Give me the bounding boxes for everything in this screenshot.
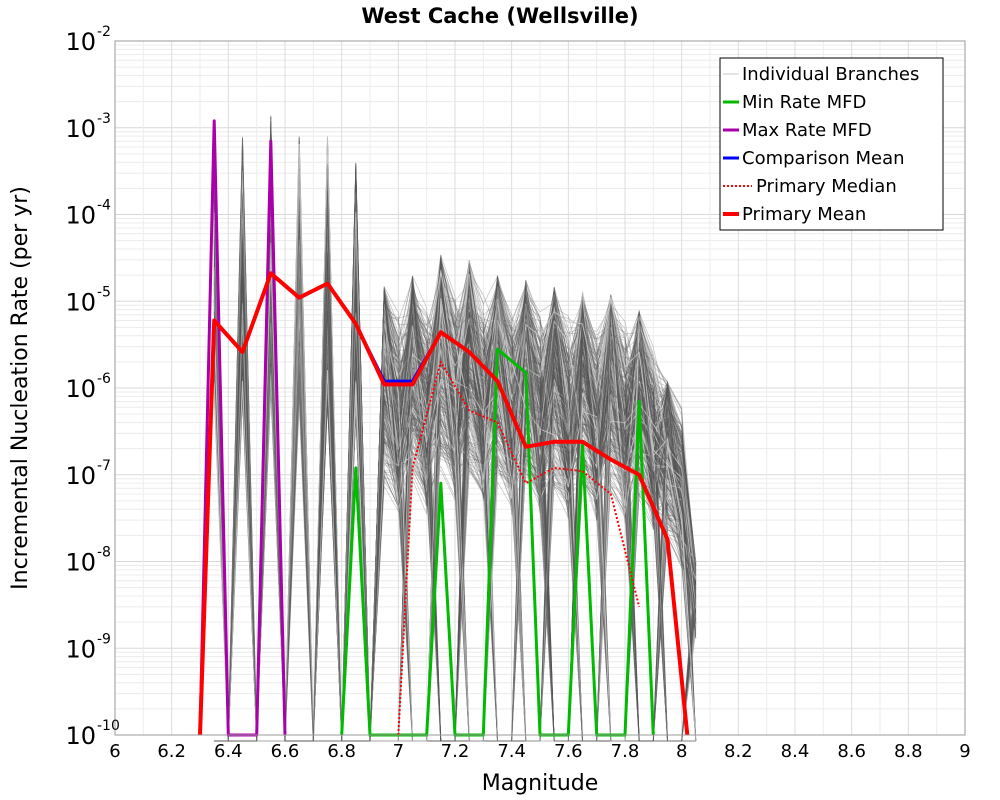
y-tick-base: 10 (65, 722, 96, 750)
series-line-3 (397, 360, 641, 736)
branch-line (213, 121, 697, 742)
y-axis-ticks: 10-210-310-410-510-610-710-810-910-10 (65, 24, 119, 750)
x-tick-label: 8.2 (724, 741, 753, 762)
y-tick-base: 10 (65, 28, 96, 56)
branch-line (213, 200, 697, 742)
x-tick-label: 6.6 (271, 741, 300, 762)
series-line-4 (198, 271, 690, 736)
y-tick-label: 10 -4 (65, 198, 111, 230)
branch-line (213, 164, 697, 742)
x-tick-label: 7.2 (441, 741, 470, 762)
legend-label: Comparison Mean (742, 148, 905, 169)
branch-line (214, 163, 697, 742)
x-tick-label: 7.4 (497, 741, 526, 762)
branch-line (213, 129, 697, 742)
branch-line (213, 253, 697, 742)
y-tick-base: 10 (65, 375, 96, 403)
y-tick-base: 10 (65, 462, 96, 490)
x-tick-label: 6.8 (327, 741, 356, 762)
y-tick-exponent: -8 (97, 545, 111, 561)
x-axis-ticks: 6 6.2 6.4 6.6 6.8 7 7.2 7.4 7.6 7.8 8 8.2 8.4 8.6 8.8 9 (109, 741, 970, 762)
legend-label: Individual Branches (742, 64, 919, 85)
legend-label: Min Rate MFD (742, 92, 866, 113)
y-tick-exponent: -6 (97, 371, 111, 387)
y-tick-label: 10 -6 (65, 371, 111, 403)
branch-line (214, 132, 697, 742)
y-tick-label: 10 -9 (65, 631, 111, 663)
y-tick-exponent: -9 (97, 631, 111, 647)
x-tick-label: 7.6 (554, 741, 583, 762)
x-tick-label: 6 (109, 741, 120, 762)
y-tick-label: 10 -10 (65, 718, 119, 750)
x-axis-label: Magnitude (482, 771, 599, 796)
branch-line (213, 140, 697, 742)
branch-line (213, 155, 697, 742)
legend-label: Max Rate MFD (742, 120, 872, 141)
x-tick-label: 6.2 (157, 741, 186, 762)
y-tick-base: 10 (65, 202, 96, 230)
branch-line (213, 165, 697, 742)
y-tick-label: 10 -5 (65, 284, 111, 316)
x-tick-label: 6.4 (214, 741, 243, 762)
branch-line (214, 162, 697, 742)
branch-line (213, 282, 697, 742)
y-tick-base: 10 (65, 549, 96, 577)
legend-label: Primary Median (756, 176, 897, 197)
individual-branches (213, 115, 697, 742)
legend: Individual Branches Min Rate MFD Max Rate … (719, 57, 944, 231)
y-tick-label: 10 -8 (65, 545, 111, 577)
y-tick-base: 10 (65, 635, 96, 663)
branch-line (213, 132, 697, 742)
y-tick-exponent: -5 (97, 284, 111, 300)
branch-line (214, 138, 697, 742)
y-tick-label: 10 -7 (65, 458, 111, 490)
x-tick-label: 9 (959, 741, 970, 762)
branch-line (213, 171, 697, 742)
y-tick-label: 10 -2 (65, 24, 111, 56)
branch-line (213, 166, 697, 742)
y-tick-exponent: -4 (97, 198, 111, 214)
x-tick-label: 8.6 (837, 741, 866, 762)
legend-box (719, 57, 944, 231)
y-tick-exponent: -10 (97, 718, 120, 734)
x-tick-label: 8 (676, 741, 687, 762)
x-tick-label: 8.8 (894, 741, 923, 762)
branch-line (213, 132, 697, 742)
branch-line (214, 136, 697, 742)
y-tick-exponent: -2 (97, 24, 111, 40)
y-tick-base: 10 (65, 288, 96, 316)
chart-title: West Cache (Wellsville) (361, 4, 638, 28)
branch-line (213, 138, 697, 742)
legend-label: Primary Mean (742, 204, 866, 225)
branch-line (213, 140, 697, 742)
branch-line (213, 148, 697, 742)
branch-line (213, 186, 697, 742)
branch-line (213, 194, 697, 742)
branch-line (213, 280, 697, 742)
x-tick-label: 8.4 (781, 741, 810, 762)
x-tick-label: 7 (393, 741, 404, 762)
branch-line (214, 174, 697, 742)
branch-line (213, 163, 697, 742)
plot-frame (114, 40, 966, 736)
branch-line (213, 201, 697, 742)
branch-line (213, 141, 697, 742)
y-tick-label: 10 -3 (65, 111, 111, 143)
y-tick-exponent: -7 (97, 458, 111, 474)
branch-line (213, 154, 697, 742)
x-tick-label: 7.8 (611, 741, 640, 762)
branch-line (213, 175, 697, 742)
y-tick-exponent: -3 (97, 111, 111, 127)
y-axis-label: Incremental Nucleation Rate (per yr) (8, 186, 33, 590)
y-tick-base: 10 (65, 115, 96, 143)
